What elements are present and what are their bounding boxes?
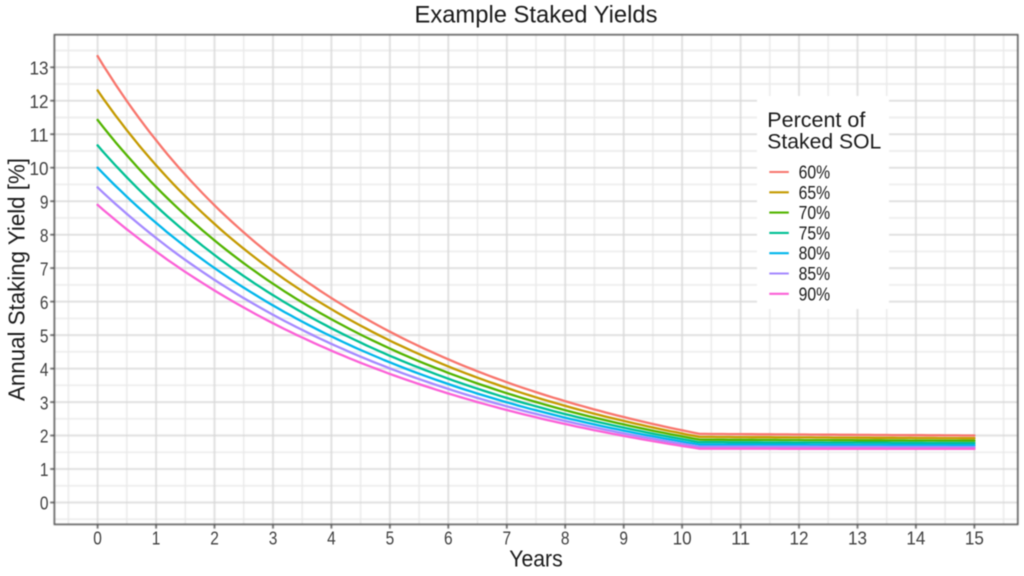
svg-text:10: 10 [30, 159, 49, 179]
svg-text:80%: 80% [799, 244, 831, 264]
svg-text:13: 13 [30, 59, 49, 79]
svg-text:12: 12 [790, 529, 809, 549]
svg-text:90%: 90% [799, 284, 831, 304]
svg-text:7: 7 [40, 259, 49, 279]
svg-text:0: 0 [93, 529, 102, 549]
svg-text:4: 4 [40, 360, 49, 380]
svg-text:Years: Years [509, 546, 563, 572]
svg-text:0: 0 [40, 494, 49, 514]
svg-text:9: 9 [40, 192, 49, 212]
svg-text:5: 5 [386, 529, 395, 549]
svg-text:6: 6 [40, 293, 49, 313]
svg-text:9: 9 [619, 529, 628, 549]
svg-text:5: 5 [40, 326, 49, 346]
svg-text:1: 1 [152, 529, 161, 549]
svg-text:11: 11 [30, 125, 49, 145]
svg-text:10: 10 [673, 529, 692, 549]
svg-text:75%: 75% [799, 223, 831, 243]
svg-text:7: 7 [503, 529, 512, 549]
svg-text:Annual Staking Yield [%]: Annual Staking Yield [%] [4, 158, 30, 401]
svg-text:2: 2 [210, 529, 219, 549]
svg-text:2: 2 [40, 427, 49, 447]
svg-text:Example Staked Yields: Example Staked Yields [415, 2, 658, 29]
svg-text:85%: 85% [799, 264, 831, 284]
svg-text:Staked SOL: Staked SOL [767, 130, 881, 154]
svg-text:13: 13 [848, 529, 867, 549]
svg-text:4: 4 [327, 529, 336, 549]
svg-text:65%: 65% [799, 183, 831, 203]
svg-text:8: 8 [561, 529, 570, 549]
svg-text:8: 8 [40, 226, 49, 246]
svg-text:3: 3 [40, 393, 49, 413]
svg-text:14: 14 [906, 529, 925, 549]
svg-text:Percent of: Percent of [767, 108, 865, 132]
svg-text:11: 11 [731, 529, 750, 549]
svg-text:6: 6 [444, 529, 453, 549]
svg-text:12: 12 [30, 92, 49, 112]
svg-text:60%: 60% [799, 163, 831, 183]
svg-text:3: 3 [269, 529, 278, 549]
svg-text:15: 15 [965, 529, 984, 549]
svg-text:70%: 70% [799, 203, 831, 223]
svg-text:1: 1 [40, 460, 49, 480]
